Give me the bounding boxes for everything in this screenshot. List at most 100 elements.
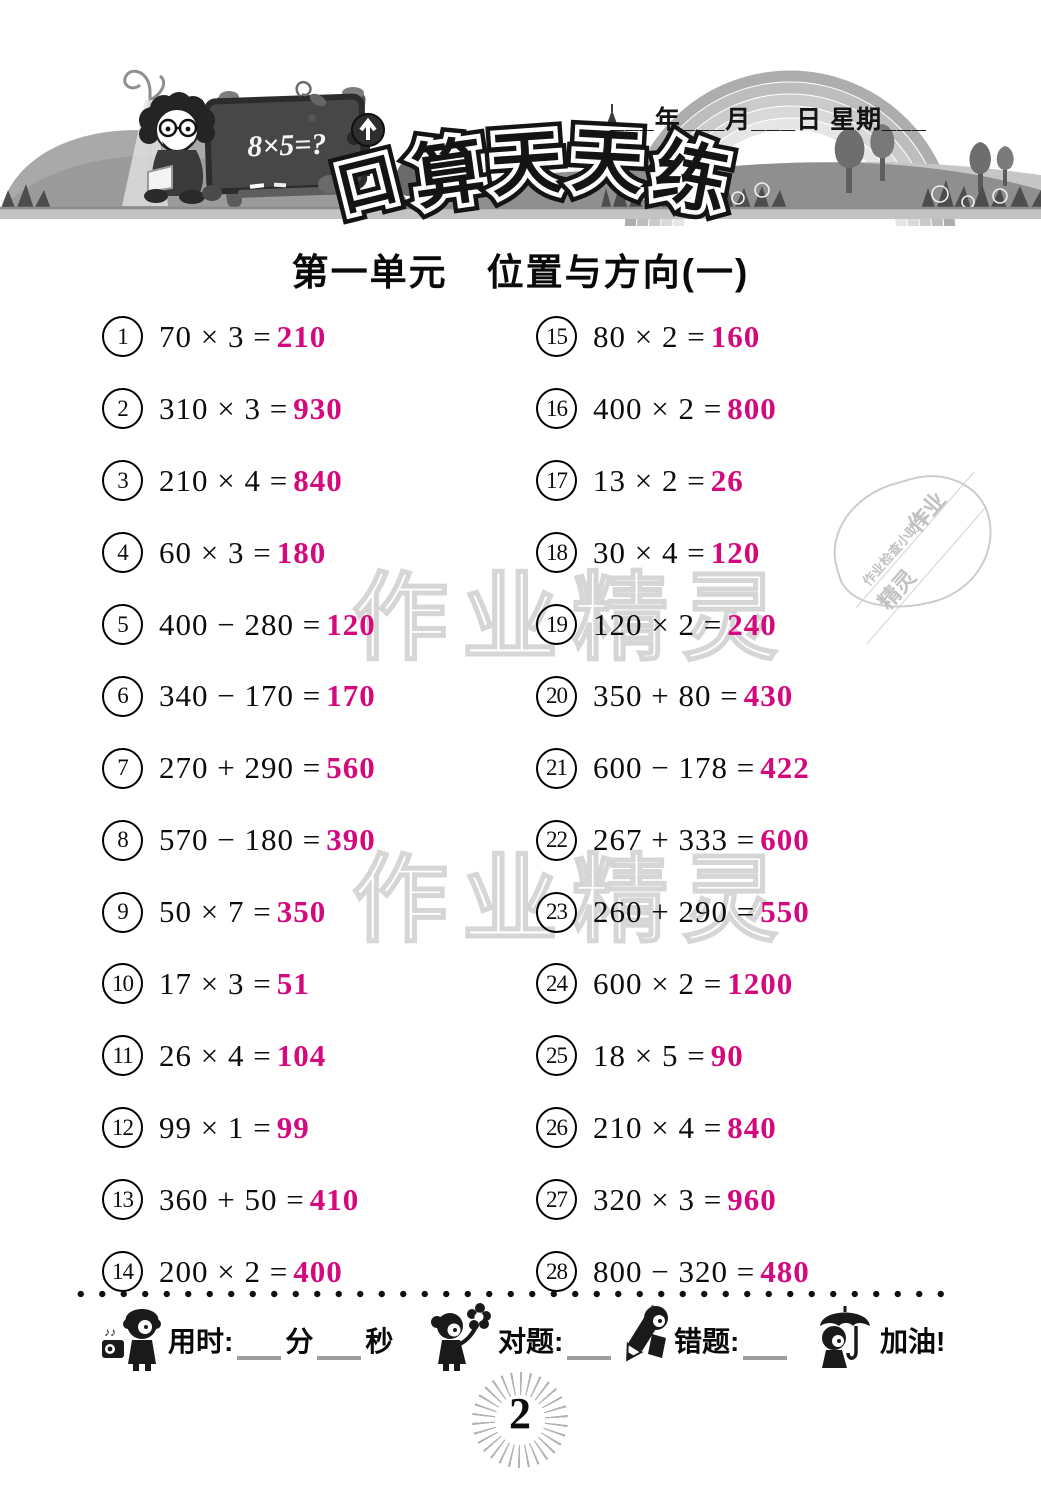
problem-number-circle: 23	[536, 891, 577, 933]
problem-row: 24 600 × 2 = 1200	[536, 948, 810, 1020]
problem-row: 8 570 − 180 = 390	[102, 804, 376, 876]
problem-number-circle: 22	[536, 819, 577, 861]
minute-label: 分	[285, 1326, 314, 1357]
problem-answer: 390	[326, 822, 376, 858]
cheer-label: 加油!	[880, 1326, 946, 1357]
problem-row: 19 120 × 2 = 240	[536, 589, 810, 661]
problem-row: 27 320 × 3 = 960	[536, 1164, 810, 1236]
problem-answer: 350	[276, 894, 327, 930]
problem-row: 23 260 + 290 = 550	[536, 876, 810, 948]
time-minutes-blank	[237, 1332, 282, 1360]
problem-row: 15 80 × 2 = 160	[536, 301, 810, 373]
problem-number-circle: 17	[536, 460, 577, 502]
problem-row: 14 200 × 2 = 400	[102, 1236, 376, 1308]
svg-text:天: 天	[488, 123, 564, 207]
problem-number-circle: 21	[536, 747, 577, 789]
problem-expression: 360 + 50 =	[159, 1181, 305, 1217]
rainbow-art	[624, 70, 956, 226]
problem-expression: 340 − 170 =	[159, 678, 322, 714]
time-seconds-blank	[317, 1332, 362, 1360]
problem-number-circle: 15	[536, 316, 577, 358]
problem-number-circle: 3	[102, 460, 143, 502]
svg-text:天: 天	[570, 121, 645, 204]
problem-expression: 18 × 5 =	[593, 1037, 706, 1073]
problem-expression: 260 + 290 =	[593, 894, 756, 930]
pencil-kid-icon	[626, 1304, 668, 1362]
problem-expression: 600 × 2 =	[593, 965, 723, 1001]
problem-row: 13 360 + 50 = 410	[102, 1164, 376, 1236]
problem-expression: 30 × 4 =	[593, 534, 706, 570]
problem-answer: 51	[276, 965, 310, 1001]
problem-number-circle: 26	[536, 1107, 577, 1149]
tower-art	[604, 110, 620, 132]
svg-text:练: 练	[647, 131, 734, 224]
problem-expression: 600 − 178 =	[593, 750, 756, 786]
page-number-block: 2	[470, 1372, 570, 1468]
svg-text:天: 天	[570, 121, 645, 204]
problem-expression: 99 × 1 =	[159, 1109, 272, 1145]
flowers-art	[639, 178, 1008, 209]
problem-row: 5 400 − 280 = 120	[102, 589, 376, 661]
problem-row: 18 30 × 4 = 120	[536, 517, 810, 589]
problem-answer: 840	[727, 1109, 777, 1145]
problem-answer: 840	[293, 462, 343, 498]
problem-expression: 400 − 280 =	[159, 606, 322, 642]
problem-expression: 120 × 2 =	[593, 606, 723, 642]
problem-answer: 180	[276, 534, 327, 570]
umbrella-kid-icon	[820, 1306, 870, 1368]
problem-answer: 480	[760, 1253, 810, 1289]
problem-answer: 210	[276, 318, 327, 354]
problem-row: 12 99 × 1 = 99	[102, 1092, 376, 1164]
problem-answer: 550	[760, 894, 810, 930]
problem-expression: 270 + 290 =	[159, 750, 322, 786]
cheer-field: 加油!	[880, 1320, 945, 1360]
problem-expression: 200 × 2 =	[159, 1253, 289, 1289]
problem-row: 11 26 × 4 = 104	[102, 1020, 376, 1092]
problem-row: 10 17 × 3 = 51	[102, 948, 376, 1020]
problem-answer: 240	[727, 606, 777, 642]
problem-row: 7 270 + 290 = 560	[102, 732, 376, 804]
problem-number-circle: 13	[102, 1179, 143, 1221]
problem-number-circle: 19	[536, 604, 577, 645]
arrow-sign-art	[351, 113, 385, 176]
problem-number-circle: 10	[102, 963, 143, 1005]
date-line: ___年___月___日 星期___	[610, 106, 927, 134]
problem-answer: 400	[293, 1253, 343, 1289]
problem-answer: 120	[710, 534, 761, 570]
problem-expression: 50 × 7 =	[159, 894, 272, 930]
problem-expression: 350 + 80 =	[593, 678, 739, 714]
problem-expression: 13 × 2 =	[593, 462, 706, 498]
problem-row: 20 350 + 80 = 430	[536, 660, 810, 732]
svg-text:♪♪: ♪♪	[104, 1325, 116, 1339]
problem-row: 9 50 × 7 = 350	[102, 876, 376, 948]
problem-number-circle: 20	[536, 675, 577, 717]
problem-row: 3 210 × 4 = 840	[102, 445, 376, 517]
problem-expression: 310 × 3 =	[159, 390, 289, 426]
problem-row: 21 600 − 178 = 422	[536, 732, 810, 804]
problem-expression: 210 × 4 =	[593, 1109, 723, 1145]
problem-number-circle: 11	[102, 1035, 143, 1077]
problem-answer: 600	[760, 822, 810, 858]
problem-expression: 26 × 4 =	[159, 1037, 272, 1073]
problem-number-circle: 24	[536, 963, 577, 1005]
problem-expression: 17 × 3 =	[159, 965, 272, 1001]
problem-answer: 120	[326, 606, 376, 642]
problem-row: 6 340 − 170 = 170	[102, 660, 376, 732]
blackboard-text: 8×5=?	[247, 128, 327, 164]
problem-number-circle: 7	[102, 747, 143, 789]
problem-number-circle: 5	[102, 604, 143, 645]
problem-number-circle: 16	[536, 388, 577, 430]
problem-number-circle: 4	[102, 532, 143, 574]
problems-column-left: 1 70 × 3 = 210 2 310 × 3 = 930 3 210 × 4…	[102, 301, 376, 1307]
problem-answer: 960	[727, 1181, 777, 1217]
header-illustration: 8×5=?	[0, 69, 1041, 226]
problem-answer: 99	[276, 1109, 310, 1145]
second-label: 秒	[365, 1326, 394, 1357]
problem-row: 2 310 × 3 = 930	[102, 373, 376, 445]
problem-row: 16 400 × 2 = 800	[536, 373, 810, 445]
correct-label: 对题:	[498, 1326, 564, 1357]
problem-expression: 570 − 180 =	[159, 822, 322, 858]
problem-expression: 267 + 333 =	[593, 822, 756, 858]
page-number-burst	[472, 1372, 568, 1468]
problem-number-circle: 9	[102, 891, 143, 933]
